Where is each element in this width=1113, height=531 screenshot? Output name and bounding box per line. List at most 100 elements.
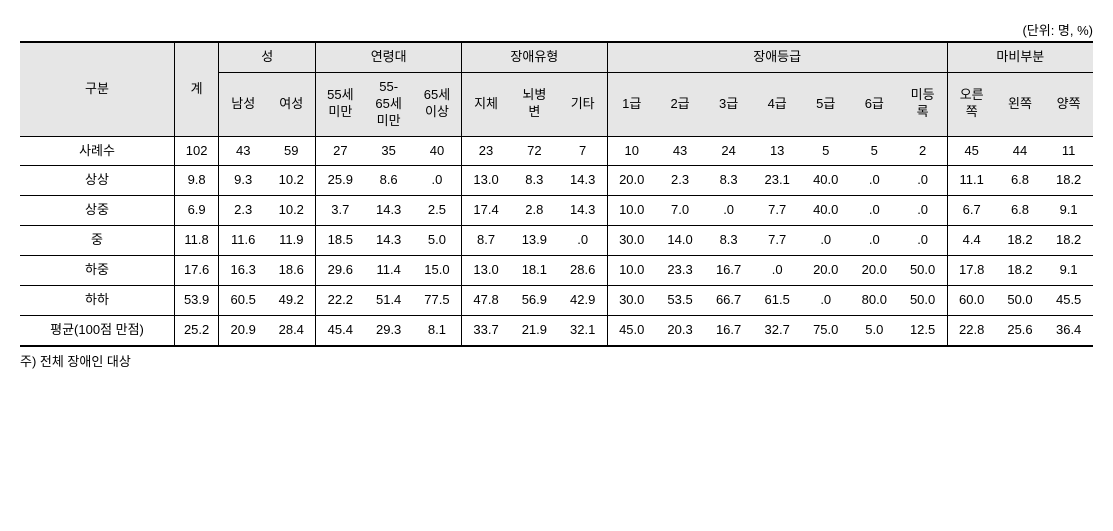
col-age2: 55- 65세 미만 — [364, 72, 413, 136]
cell: 59 — [267, 136, 316, 166]
cell: 61.5 — [753, 286, 802, 316]
cell: 8.3 — [704, 166, 753, 196]
cell: 102 — [175, 136, 219, 166]
colgroup-grade: 장애등급 — [607, 42, 947, 72]
cell: 14.3 — [364, 226, 413, 256]
cell: 18.1 — [510, 256, 559, 286]
cell: 14.3 — [364, 196, 413, 226]
cell: 6.8 — [996, 166, 1045, 196]
cell: .0 — [704, 196, 753, 226]
col-gubun: 구분 — [20, 42, 175, 136]
cell: 2.3 — [219, 196, 268, 226]
cell: 24 — [704, 136, 753, 166]
cell: 40.0 — [801, 196, 850, 226]
col-g2: 2급 — [656, 72, 705, 136]
cell: 5 — [850, 136, 899, 166]
row-label: 상중 — [20, 196, 175, 226]
cell: 22.2 — [316, 286, 365, 316]
colgroup-sex: 성 — [219, 42, 316, 72]
cell: 20.0 — [801, 256, 850, 286]
col-type2: 뇌병 변 — [510, 72, 559, 136]
cell: 10.2 — [267, 196, 316, 226]
cell: 45.4 — [316, 315, 365, 345]
col-sex-f: 여성 — [267, 72, 316, 136]
row-label: 평균(100점 만점) — [20, 315, 175, 345]
col-p1: 오른 쪽 — [947, 72, 996, 136]
cell: 8.3 — [510, 166, 559, 196]
cell: 16.7 — [704, 256, 753, 286]
cell: 11.4 — [364, 256, 413, 286]
cell: .0 — [899, 196, 948, 226]
cell: 18.6 — [267, 256, 316, 286]
row-label: 상상 — [20, 166, 175, 196]
data-table: 구분 계 성 연령대 장애유형 장애등급 마비부분 남성 여성 55세 미만 5… — [20, 41, 1093, 347]
cell: 15.0 — [413, 256, 462, 286]
cell: 11.1 — [947, 166, 996, 196]
cell: 13.9 — [510, 226, 559, 256]
cell: .0 — [801, 226, 850, 256]
cell: 51.4 — [364, 286, 413, 316]
cell: 25.6 — [996, 315, 1045, 345]
col-type3: 기타 — [559, 72, 608, 136]
colgroup-part: 마비부분 — [947, 42, 1093, 72]
cell: 18.5 — [316, 226, 365, 256]
row-label: 하중 — [20, 256, 175, 286]
col-type1: 지체 — [462, 72, 511, 136]
cell: 32.7 — [753, 315, 802, 345]
cell: 30.0 — [607, 286, 656, 316]
cell: .0 — [559, 226, 608, 256]
col-p2: 왼쪽 — [996, 72, 1045, 136]
cell: 9.3 — [219, 166, 268, 196]
cell: 40 — [413, 136, 462, 166]
cell: 18.2 — [996, 226, 1045, 256]
cell: 4.4 — [947, 226, 996, 256]
cell: 43 — [219, 136, 268, 166]
cell: 13.0 — [462, 166, 511, 196]
cell: 2.3 — [656, 166, 705, 196]
cell: 25.2 — [175, 315, 219, 345]
cell: 33.7 — [462, 315, 511, 345]
cell: 22.8 — [947, 315, 996, 345]
cell: 53.9 — [175, 286, 219, 316]
cell: 18.2 — [1044, 166, 1093, 196]
col-g7: 미등 록 — [899, 72, 948, 136]
col-age3: 65세 이상 — [413, 72, 462, 136]
cell: 20.0 — [607, 166, 656, 196]
cell: 5.0 — [413, 226, 462, 256]
cell: 18.2 — [1044, 226, 1093, 256]
cell: 10.0 — [607, 196, 656, 226]
cell: .0 — [850, 226, 899, 256]
cell: 16.3 — [219, 256, 268, 286]
col-sex-m: 남성 — [219, 72, 268, 136]
cell: 5.0 — [850, 315, 899, 345]
cell: 10 — [607, 136, 656, 166]
cell: 5 — [801, 136, 850, 166]
cell: 18.2 — [996, 256, 1045, 286]
cell: 17.6 — [175, 256, 219, 286]
col-g6: 6급 — [850, 72, 899, 136]
cell: 28.4 — [267, 315, 316, 345]
cell: 60.0 — [947, 286, 996, 316]
cell: 12.5 — [899, 315, 948, 345]
cell: 20.0 — [850, 256, 899, 286]
cell: 50.0 — [996, 286, 1045, 316]
cell: 36.4 — [1044, 315, 1093, 345]
cell: 14.3 — [559, 166, 608, 196]
cell: 77.5 — [413, 286, 462, 316]
cell: 49.2 — [267, 286, 316, 316]
cell: 13.0 — [462, 256, 511, 286]
col-g5: 5급 — [801, 72, 850, 136]
cell: 28.6 — [559, 256, 608, 286]
cell: 9.1 — [1044, 256, 1093, 286]
cell: 10.2 — [267, 166, 316, 196]
cell: 50.0 — [899, 286, 948, 316]
cell: 50.0 — [899, 256, 948, 286]
cell: 35 — [364, 136, 413, 166]
col-age1: 55세 미만 — [316, 72, 365, 136]
cell: 45.0 — [607, 315, 656, 345]
footnote: 주) 전체 장애인 대상 — [20, 351, 1093, 370]
cell: .0 — [850, 166, 899, 196]
cell: 11.8 — [175, 226, 219, 256]
row-label: 중 — [20, 226, 175, 256]
cell: 47.8 — [462, 286, 511, 316]
